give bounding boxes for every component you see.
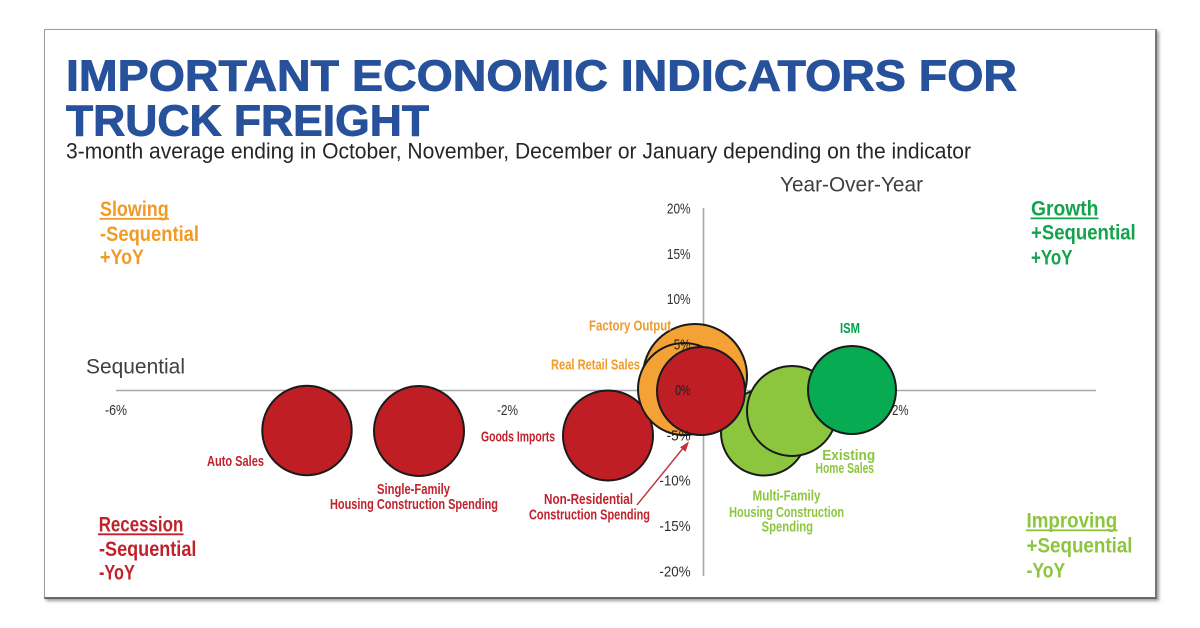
svg-text:-Sequential: -Sequential (99, 538, 196, 561)
svg-text:+YoY: +YoY (100, 246, 144, 269)
svg-text:Housing Construction Spending: Housing Construction Spending (330, 496, 498, 513)
svg-text:+Sequential: +Sequential (1031, 222, 1136, 245)
svg-text:+YoY: +YoY (1031, 247, 1073, 270)
svg-text:-Sequential: -Sequential (100, 223, 199, 246)
svg-text:Real Retail Sales: Real Retail Sales (551, 357, 640, 374)
svg-text:10%: 10% (667, 292, 691, 308)
svg-text:Growth: Growth (1031, 197, 1098, 220)
svg-text:3-month average ending in Octo: 3-month average ending in October, Novem… (66, 139, 971, 164)
svg-text:Housing Construction: Housing Construction (729, 504, 844, 521)
svg-text:Multi-Family: Multi-Family (753, 487, 822, 504)
svg-text:0%: 0% (675, 383, 691, 399)
svg-text:-2%: -2% (497, 403, 518, 419)
svg-text:Year-Over-Year: Year-Over-Year (780, 173, 923, 197)
svg-text:5%: 5% (674, 338, 691, 354)
svg-text:TRUCK FREIGHT: TRUCK FREIGHT (66, 97, 429, 146)
svg-text:-YoY: -YoY (99, 561, 135, 584)
svg-text:15%: 15% (667, 247, 691, 263)
svg-text:ISM: ISM (840, 320, 860, 337)
svg-text:Existing: Existing (822, 447, 875, 464)
svg-text:-15%: -15% (659, 519, 690, 535)
svg-text:-20%: -20% (659, 564, 690, 580)
svg-text:2%: 2% (892, 403, 909, 419)
svg-text:Home Sales: Home Sales (816, 460, 875, 477)
svg-text:Goods Imports: Goods Imports (481, 429, 555, 446)
svg-text:-YoY: -YoY (1027, 560, 1066, 583)
svg-text:Auto Sales: Auto Sales (207, 453, 264, 470)
svg-text:20%: 20% (667, 202, 691, 218)
svg-text:-6%: -6% (105, 403, 127, 419)
svg-text:-5%: -5% (667, 428, 691, 444)
svg-text:Factory Output: Factory Output (589, 318, 671, 335)
svg-text:Recession: Recession (99, 514, 184, 537)
svg-text:Improving: Improving (1027, 510, 1118, 533)
svg-text:Construction Spending: Construction Spending (529, 507, 650, 524)
svg-text:Slowing: Slowing (100, 198, 169, 221)
svg-text:Spending: Spending (762, 519, 814, 536)
svg-text:IMPORTANT ECONOMIC INDICATORS: IMPORTANT ECONOMIC INDICATORS FOR (66, 52, 1017, 101)
svg-text:Sequential: Sequential (86, 355, 185, 379)
svg-text:-10%: -10% (659, 474, 690, 490)
svg-text:+Sequential: +Sequential (1027, 535, 1133, 558)
svg-text:Non-Residential: Non-Residential (544, 491, 633, 508)
svg-text:Single-Family: Single-Family (377, 481, 450, 498)
